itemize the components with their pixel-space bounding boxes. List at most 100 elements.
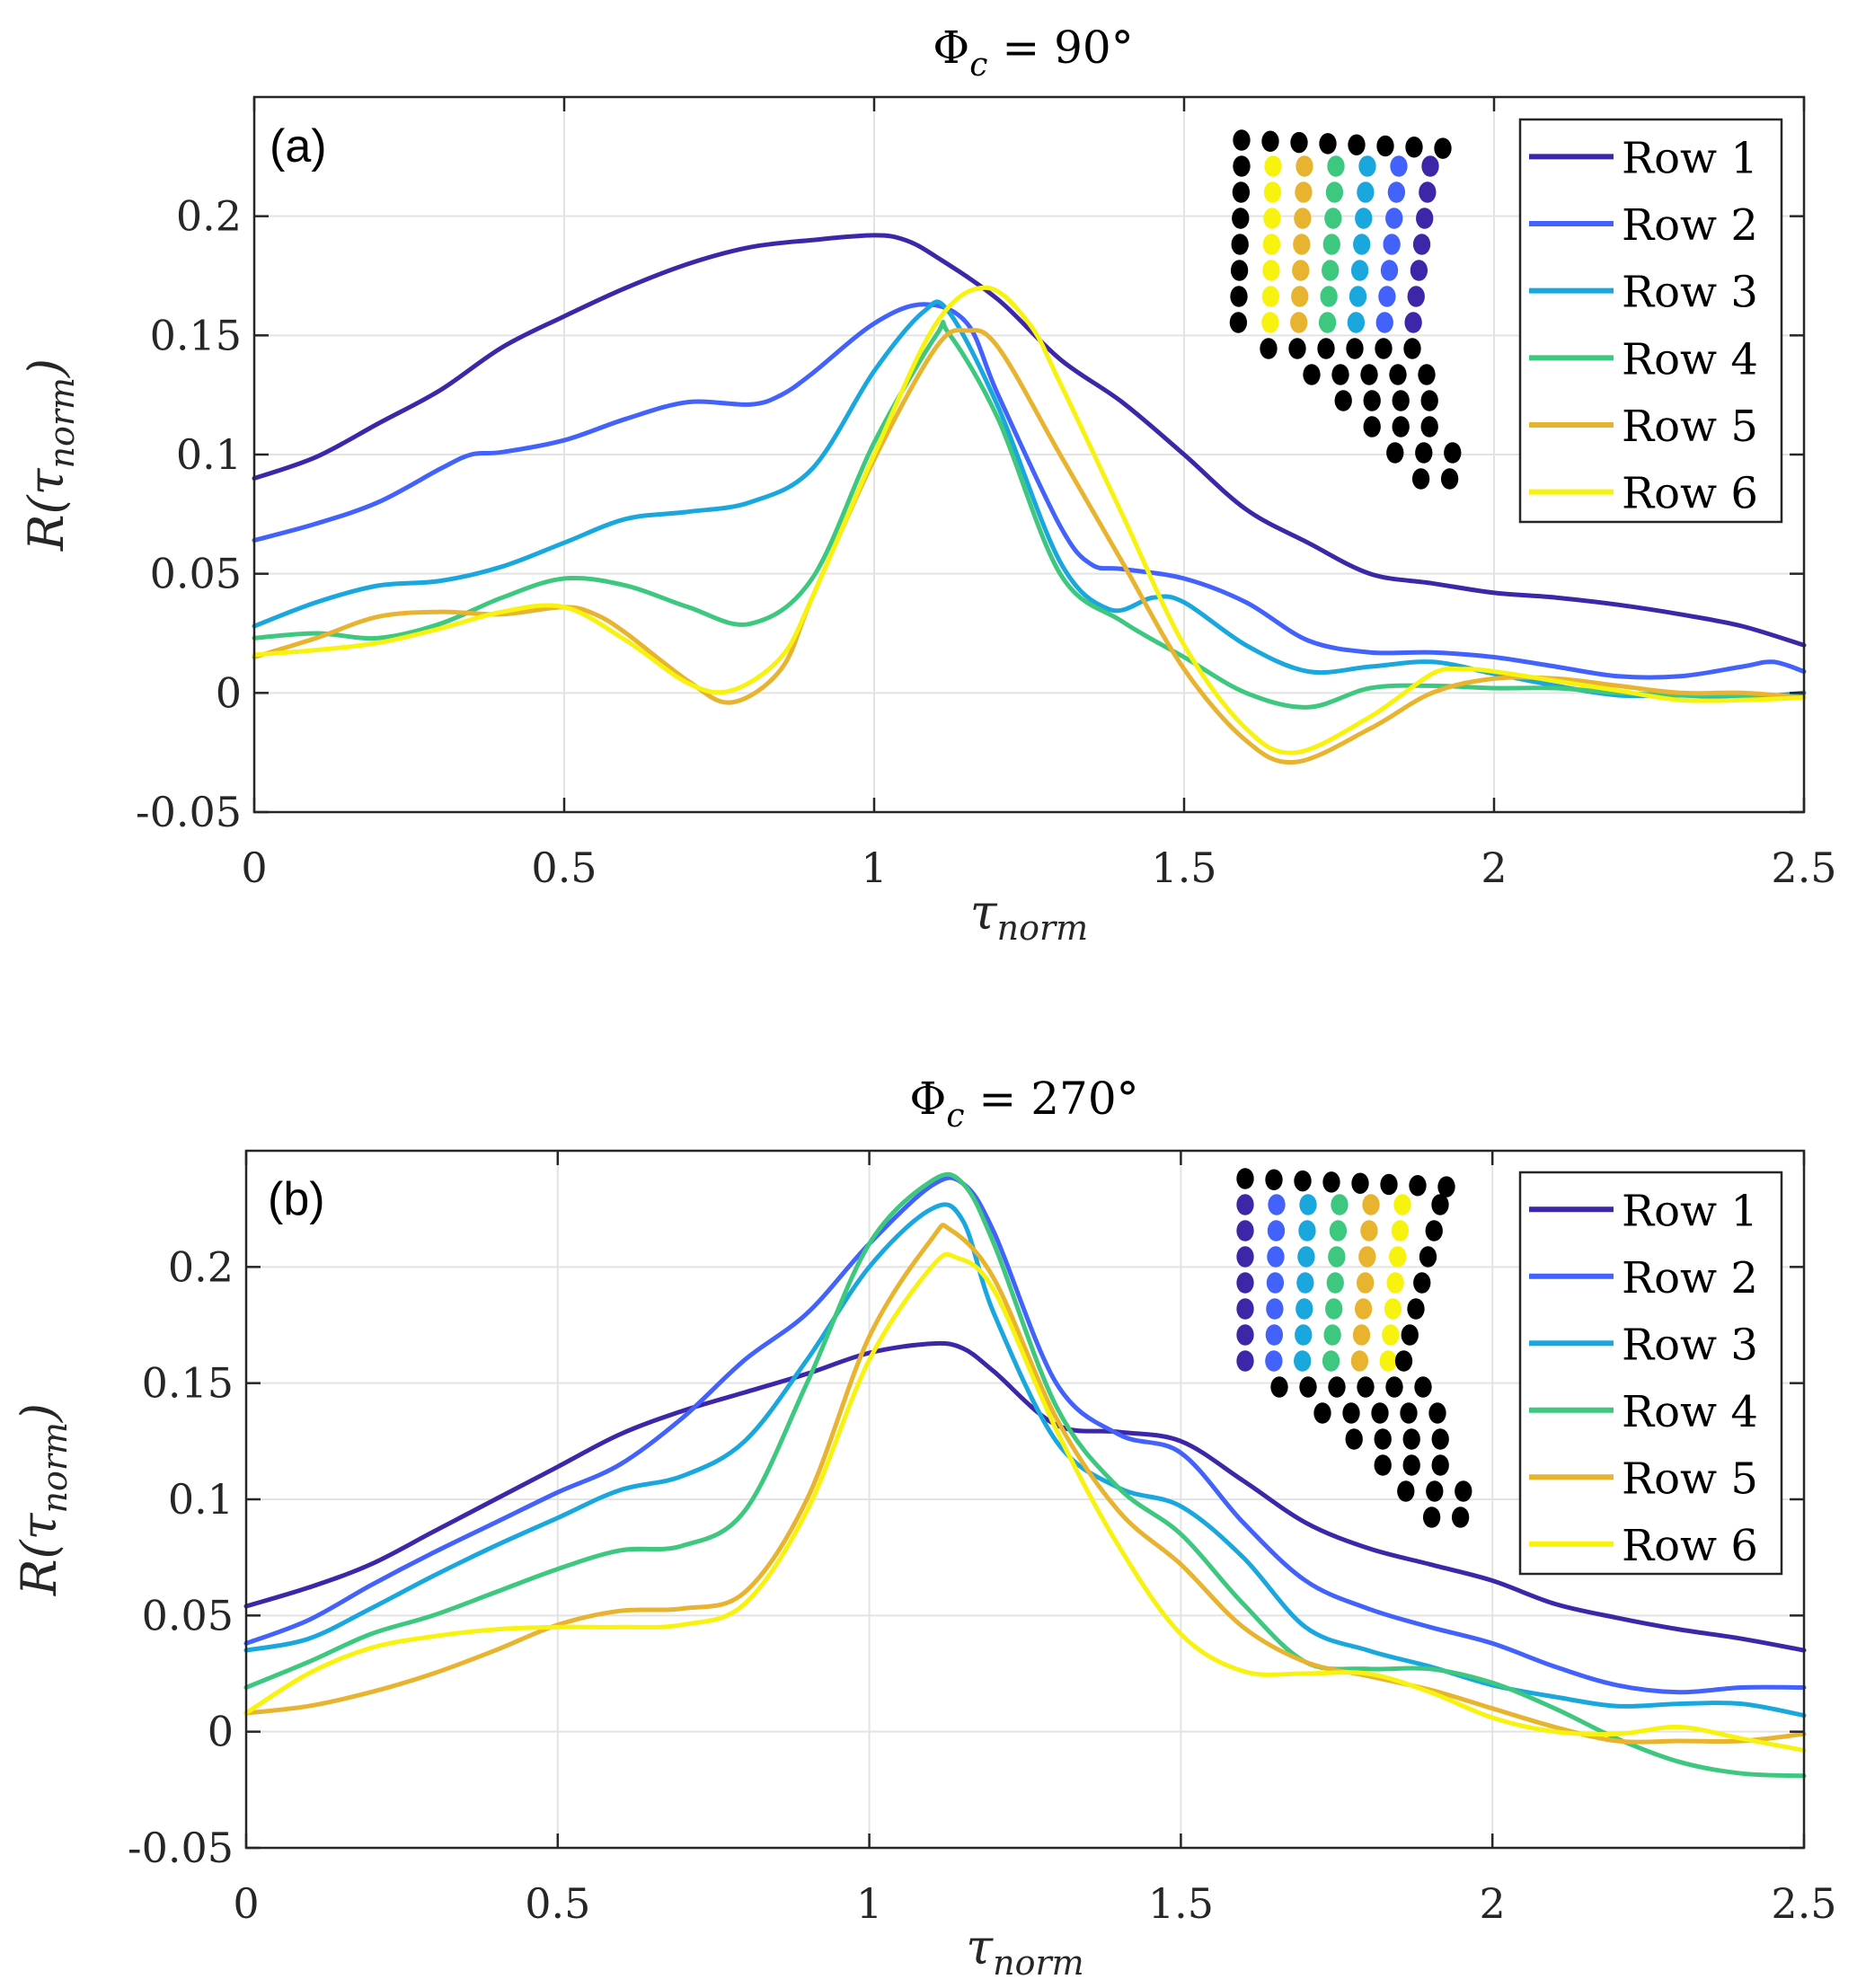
x-axis-label: τnorm xyxy=(966,1919,1083,1983)
inset-dot-black xyxy=(1346,338,1364,359)
inset-dot-black xyxy=(1345,1428,1363,1450)
inset-dot-black xyxy=(1313,1402,1331,1424)
inset-dot-colored xyxy=(1262,260,1280,281)
inset-dot-colored xyxy=(1393,1194,1411,1215)
panel-tag: (b) xyxy=(268,1173,325,1225)
inset-dot-black xyxy=(1451,1506,1470,1528)
ylabel-sub: norm xyxy=(35,1422,75,1514)
inset-dot-black xyxy=(1322,1171,1340,1193)
inset-dot-colored xyxy=(1295,1298,1313,1320)
inset-dot-black xyxy=(1418,364,1436,385)
series-line-row-1 xyxy=(252,233,1807,648)
y-tick-label: 0.2 xyxy=(176,192,242,241)
inset-dot-colored xyxy=(1355,208,1373,229)
y-tick-label: 0 xyxy=(216,668,242,717)
series-line-row-1 xyxy=(243,1340,1807,1653)
inset-dot-colored xyxy=(1236,1220,1254,1241)
inset-dot-black xyxy=(1422,1506,1441,1528)
inset-dot-colored xyxy=(1331,1194,1349,1215)
inset-dot-black xyxy=(1371,1402,1389,1424)
inset-dot-colored xyxy=(1358,1246,1376,1268)
x-tick-label: 1 xyxy=(856,1879,882,1928)
panel-title: Φc = 90° xyxy=(933,22,1133,84)
y-axis-label: R(τnorm) xyxy=(11,1403,75,1596)
inset-dot-black xyxy=(1407,1298,1425,1320)
inset-dot-black xyxy=(1380,1173,1398,1196)
inset-dot-colored xyxy=(1379,1350,1397,1372)
inset-dot-black xyxy=(1351,1172,1369,1194)
inset-dot-colored xyxy=(1324,208,1342,229)
legend-box xyxy=(1518,1171,1783,1576)
inset-dot-black xyxy=(1260,338,1278,359)
panel-tag: (a) xyxy=(270,120,327,172)
inset-dot-black xyxy=(1397,1480,1415,1502)
inset-dot-colored xyxy=(1263,181,1282,203)
xlabel-main: τ xyxy=(966,1919,994,1975)
series-line-row-2 xyxy=(243,1175,1807,1695)
legend-label-row-2: Row 2 xyxy=(1622,1253,1758,1303)
inset-dot-black xyxy=(1230,286,1248,307)
inset-dot-black xyxy=(1386,442,1404,464)
inset-dot-colored xyxy=(1265,1350,1283,1372)
inset-dot-colored xyxy=(1357,181,1375,203)
title-main: Φ xyxy=(933,22,969,74)
series-line-row-4 xyxy=(252,320,1807,710)
panel-title: Φc = 270° xyxy=(909,1073,1138,1135)
inset-dot-colored xyxy=(1385,208,1403,229)
inset-dot-colored xyxy=(1296,1272,1314,1294)
inset-dot-colored xyxy=(1410,260,1428,281)
xlabel-sub: norm xyxy=(993,1943,1084,1983)
inset-dot-black xyxy=(1401,1324,1419,1346)
inset-dot-colored xyxy=(1295,1324,1313,1346)
inset-dot-colored xyxy=(1236,1298,1254,1320)
inset-dot-black xyxy=(1411,468,1430,490)
inset-dot-black xyxy=(1363,416,1381,437)
x-tick-labels: 0 0.5 1 1.5 2 2.5 xyxy=(233,1879,1836,1928)
inset-dot-black xyxy=(1328,1376,1346,1398)
inset-dot-black xyxy=(1236,1168,1254,1189)
inset-dot-colored xyxy=(1383,234,1401,255)
x-tick-label: 1.5 xyxy=(1148,1879,1214,1928)
inset-dot-colored xyxy=(1352,1324,1371,1346)
inset-dot-colored xyxy=(1322,234,1340,255)
inset-dot-colored xyxy=(1325,1298,1343,1320)
inset-dot-colored xyxy=(1327,155,1345,177)
inset-dot-black xyxy=(1363,390,1381,411)
inset-dot-black xyxy=(1394,1350,1413,1372)
inset-dot-colored xyxy=(1378,286,1396,307)
x-tick-label: 0.5 xyxy=(531,844,597,892)
inset-dot-black xyxy=(1409,1175,1427,1197)
legend-label-row-5: Row 5 xyxy=(1622,1453,1758,1504)
y-tick-label: 0.05 xyxy=(142,1591,234,1639)
inset-dot-colored xyxy=(1267,1220,1286,1241)
legend-label-row-5: Row 5 xyxy=(1622,402,1758,452)
y-tick-label: -0.05 xyxy=(128,1824,234,1872)
axis-ticks xyxy=(252,97,1806,814)
inset-dot-colored xyxy=(1391,1220,1410,1241)
x-tick-label: 0.5 xyxy=(525,1879,590,1928)
inset-dot-colored xyxy=(1421,155,1439,177)
inset-dot-black xyxy=(1348,134,1366,155)
inset-dot-black xyxy=(1331,364,1349,385)
inset-dot-colored xyxy=(1236,1246,1254,1268)
inset-dot-black xyxy=(1431,1428,1449,1450)
inset-dot-colored xyxy=(1320,286,1338,307)
plot-lines xyxy=(243,1171,1807,1779)
inset-dot-colored xyxy=(1382,1324,1400,1346)
inset-dot-black xyxy=(1229,312,1248,333)
inset-dot-black xyxy=(1294,1170,1312,1192)
inset-dot-colored xyxy=(1268,1194,1286,1215)
legend-label-row-1: Row 1 xyxy=(1622,133,1758,183)
series-line-row-6 xyxy=(243,1251,1807,1753)
inset-dot-black xyxy=(1434,137,1452,159)
inset-dot-colored xyxy=(1266,1298,1284,1320)
inset-dot-colored xyxy=(1297,1246,1315,1268)
inset-dot-colored xyxy=(1360,1220,1378,1241)
inset-dot-colored xyxy=(1236,1324,1254,1346)
legend-label-row-2: Row 2 xyxy=(1622,200,1758,251)
series-line-row-5 xyxy=(243,1223,1807,1745)
inset-dot-black xyxy=(1426,1480,1444,1502)
y-tick-labels: -0.05 0 0.05 0.1 0.15 0.2 xyxy=(128,1242,234,1872)
legend-label-row-6: Row 6 xyxy=(1622,469,1758,519)
inset-dot-colored xyxy=(1412,234,1431,255)
